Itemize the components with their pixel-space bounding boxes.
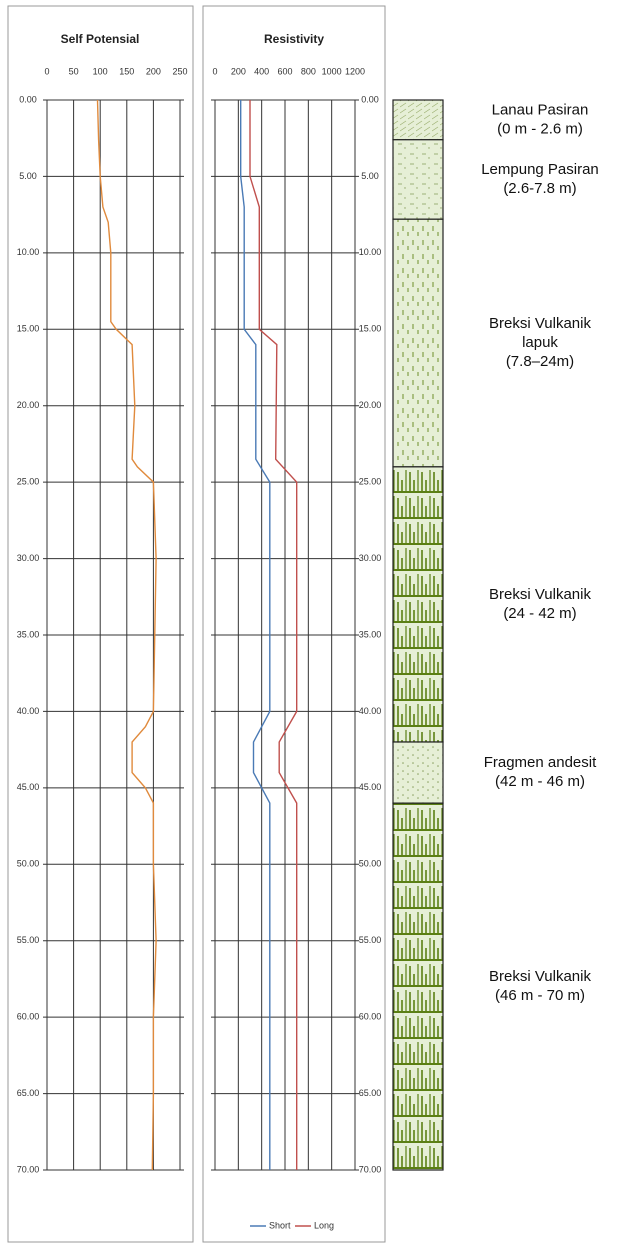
legend-label: Long: [314, 1220, 334, 1230]
y-tick-label: 40.00: [359, 706, 382, 716]
y-tick-label: 10.00: [359, 247, 382, 257]
x-tick-label: 100: [93, 66, 108, 76]
y-tick-label: 25.00: [359, 477, 382, 487]
lithology-label: (7.8–24m): [506, 353, 574, 370]
lithology-label: (42 m - 46 m): [495, 773, 585, 790]
y-tick-label: 35.00: [359, 629, 382, 639]
lithology-label: (46 m - 70 m): [495, 987, 585, 1004]
lithology-label: (2.6-7.8 m): [503, 180, 576, 197]
x-tick-label: 1200: [345, 66, 365, 76]
x-tick-label: 200: [231, 66, 246, 76]
x-tick-label: 600: [277, 66, 292, 76]
lithology-layer: [393, 100, 443, 140]
x-tick-label: 150: [119, 66, 134, 76]
y-tick-label: 70.00: [17, 1164, 40, 1174]
y-tick-label: 70.00: [359, 1164, 382, 1174]
lithology-layer: [393, 467, 443, 742]
lithology-label: Breksi Vulkanik: [489, 315, 591, 332]
x-tick-label: 400: [254, 66, 269, 76]
lithology-label: lapuk: [522, 334, 558, 351]
y-tick-label: 15.00: [17, 324, 40, 334]
y-tick-label: 15.00: [359, 324, 382, 334]
lithology-label: Fragmen andesit: [484, 754, 597, 771]
y-tick-label: 45.00: [17, 782, 40, 792]
x-tick-label: 1000: [322, 66, 342, 76]
x-tick-label: 50: [69, 66, 79, 76]
y-tick-label: 10.00: [17, 247, 40, 257]
y-tick-label: 65.00: [17, 1088, 40, 1098]
y-tick-label: 35.00: [17, 629, 40, 639]
y-tick-label: 40.00: [17, 706, 40, 716]
chart-title: Self Potensial: [61, 32, 140, 46]
lithology-label: Breksi Vulkanik: [489, 968, 591, 985]
y-tick-label: 55.00: [17, 935, 40, 945]
lithology-layer: [393, 803, 443, 1170]
x-tick-label: 800: [301, 66, 316, 76]
lithology-layer: [393, 219, 443, 467]
panel-frame: [203, 6, 385, 1242]
y-tick-label: 45.00: [359, 782, 382, 792]
x-tick-label: 250: [172, 66, 187, 76]
y-tick-label: 65.00: [359, 1088, 382, 1098]
x-tick-label: 200: [146, 66, 161, 76]
well-log: Self Potensial 0 50 100 150 200 250 0.00 5.00 10.…: [0, 0, 643, 1245]
y-tick-label: 5.00: [361, 171, 379, 181]
lithology-label: Lanau Pasiran: [492, 101, 589, 118]
y-tick-label: 0.00: [19, 94, 37, 104]
y-tick-label: 5.00: [19, 171, 37, 181]
y-tick-label: 55.00: [359, 935, 382, 945]
y-tick-label: 60.00: [359, 1012, 382, 1022]
lithology-label: (24 - 42 m): [503, 605, 576, 622]
y-tick-label: 25.00: [17, 477, 40, 487]
y-tick-label: 50.00: [359, 859, 382, 869]
lithology-label: Breksi Vulkanik: [489, 586, 591, 603]
y-tick-label: 30.00: [359, 553, 382, 563]
x-tick-label: 0: [44, 66, 49, 76]
y-tick-label: 20.00: [17, 400, 40, 410]
lithology-layer: [393, 742, 443, 803]
x-tick-label: 0: [212, 66, 217, 76]
y-tick-label: 50.00: [17, 859, 40, 869]
y-tick-label: 0.00: [361, 94, 379, 104]
y-tick-label: 30.00: [17, 553, 40, 563]
lithology-label: (0 m - 2.6 m): [497, 120, 583, 137]
lithology-layer: [393, 140, 443, 219]
chart-title: Resistivity: [264, 32, 324, 46]
y-tick-label: 20.00: [359, 400, 382, 410]
y-tick-label: 60.00: [17, 1012, 40, 1022]
legend-label: Short: [269, 1220, 291, 1230]
lithology-label: Lempung Pasiran: [481, 161, 599, 178]
